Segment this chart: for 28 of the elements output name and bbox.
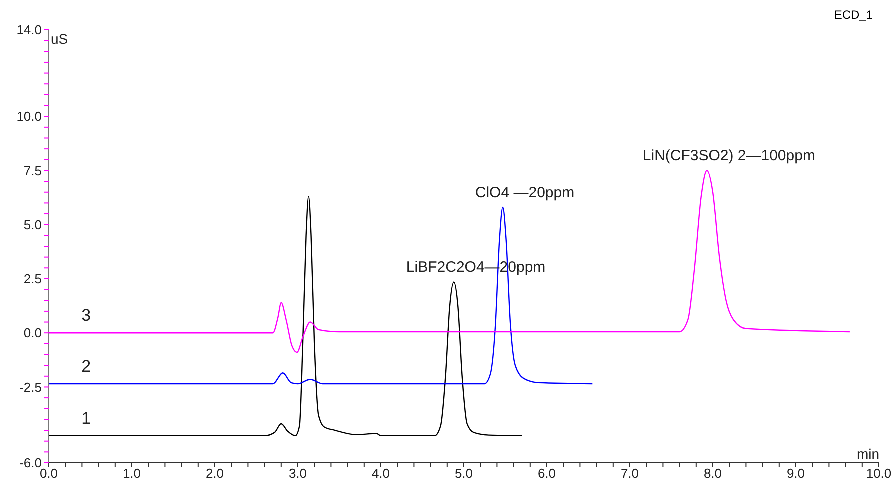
y-tick-label: 0.0 bbox=[24, 326, 42, 341]
y-axis-title: uS bbox=[51, 31, 68, 47]
annotation: LiN(CF3SO2) 2—100ppm bbox=[642, 148, 816, 165]
series-label: 1 bbox=[82, 408, 92, 428]
annotation: ClO4 —20ppm bbox=[475, 184, 575, 202]
y-tick-label: 2.5 bbox=[24, 272, 42, 287]
x-tick-label: 10.0 bbox=[866, 466, 892, 482]
x-tick-label: 5.0 bbox=[454, 466, 474, 482]
x-tick-label: 9.0 bbox=[786, 466, 806, 482]
x-axis-title: min bbox=[857, 446, 880, 462]
y-tick-label: -6.0 bbox=[20, 456, 42, 471]
x-tick-label: 0.0 bbox=[40, 466, 58, 482]
chart-title: ECD_1 bbox=[834, 8, 873, 22]
x-tick-label: 8.0 bbox=[704, 466, 722, 482]
line-series bbox=[49, 206, 594, 385]
y-tick-label: 14.0 bbox=[16, 22, 42, 38]
y-tick-label: 10.0 bbox=[16, 109, 42, 124]
series-label: 3 bbox=[82, 306, 92, 326]
x-tick-label: 6.0 bbox=[538, 466, 556, 482]
x-tick-label: 2.0 bbox=[206, 466, 224, 482]
y-tick-label: 7.5 bbox=[24, 163, 42, 178]
y-tick-label: -2.5 bbox=[20, 380, 42, 395]
x-tick-label: 7.0 bbox=[620, 466, 640, 482]
x-tick-label: 3.0 bbox=[288, 466, 308, 482]
x-tick-label: 4.0 bbox=[372, 466, 390, 482]
y-tick-label: 5.0 bbox=[24, 217, 42, 232]
series-label: 2 bbox=[82, 356, 92, 376]
x-tick-label: 1.0 bbox=[122, 466, 142, 482]
